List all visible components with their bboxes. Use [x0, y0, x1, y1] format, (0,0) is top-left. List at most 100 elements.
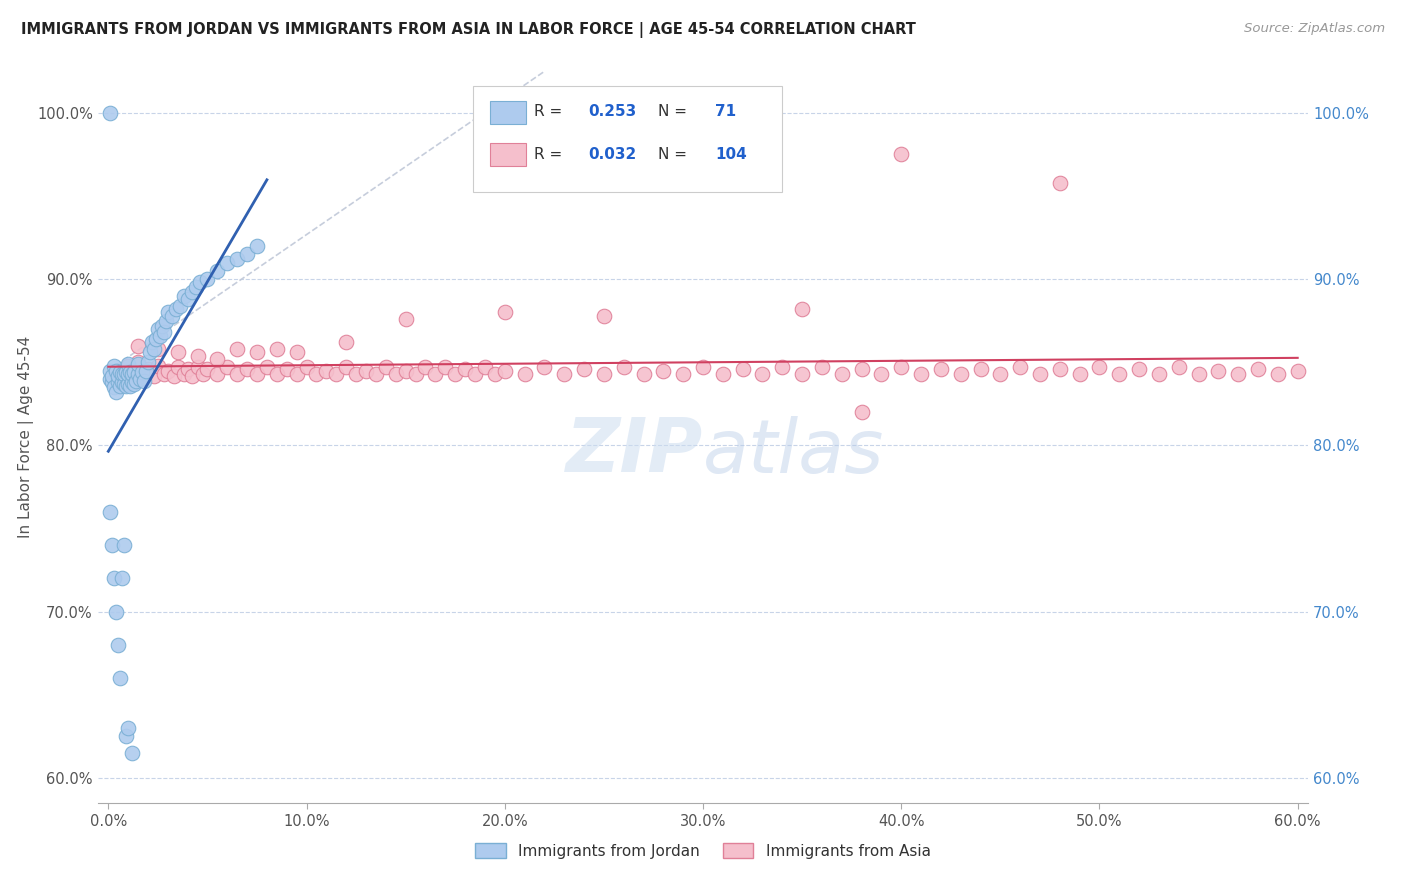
- Point: [117, 376, 139, 391]
- Point: [593, 309, 616, 323]
- Point: [1010, 360, 1032, 375]
- Point: [790, 367, 813, 381]
- Point: [120, 378, 142, 392]
- Point: [474, 360, 496, 375]
- Point: [135, 363, 157, 377]
- Point: [197, 272, 219, 286]
- Point: [1049, 176, 1071, 190]
- Point: [110, 671, 132, 685]
- Point: [127, 338, 149, 352]
- Point: [553, 367, 575, 381]
- Point: [395, 363, 418, 377]
- Point: [335, 360, 357, 375]
- Point: [217, 255, 239, 269]
- Point: [207, 264, 229, 278]
- Point: [117, 359, 139, 373]
- Point: [146, 359, 169, 373]
- Point: [139, 345, 162, 359]
- Point: [246, 239, 269, 253]
- Point: [105, 605, 128, 619]
- Point: [115, 378, 138, 392]
- Point: [117, 721, 139, 735]
- Point: [910, 367, 932, 381]
- Point: [169, 299, 191, 313]
- Point: [136, 362, 159, 376]
- Point: [335, 335, 357, 350]
- Point: [305, 367, 328, 381]
- Point: [121, 746, 143, 760]
- Text: 0.253: 0.253: [588, 104, 637, 120]
- Point: [112, 376, 135, 391]
- Point: [180, 368, 202, 383]
- Point: [315, 363, 337, 377]
- Text: Source: ZipAtlas.com: Source: ZipAtlas.com: [1244, 22, 1385, 36]
- Point: [129, 372, 152, 386]
- Text: N =: N =: [658, 104, 692, 120]
- Point: [186, 349, 208, 363]
- Point: [115, 729, 138, 743]
- Point: [890, 147, 912, 161]
- Text: 71: 71: [716, 104, 737, 120]
- Point: [101, 375, 124, 389]
- Point: [484, 367, 506, 381]
- Point: [98, 505, 121, 519]
- Point: [236, 362, 259, 376]
- Point: [395, 312, 418, 326]
- Point: [444, 367, 467, 381]
- Point: [572, 362, 595, 376]
- Point: [988, 367, 1011, 381]
- Point: [117, 357, 139, 371]
- Point: [176, 292, 198, 306]
- Point: [831, 367, 853, 381]
- Point: [165, 301, 187, 317]
- Point: [494, 363, 516, 377]
- Point: [121, 367, 143, 381]
- Point: [731, 362, 754, 376]
- Point: [354, 363, 377, 377]
- Point: [1029, 367, 1052, 381]
- Point: [751, 367, 773, 381]
- Point: [464, 367, 486, 381]
- Point: [166, 345, 188, 359]
- Point: [692, 360, 714, 375]
- Point: [207, 367, 229, 381]
- Point: [790, 301, 813, 317]
- Point: [226, 252, 249, 267]
- Point: [226, 342, 249, 356]
- Point: [1227, 367, 1250, 381]
- Point: [266, 342, 288, 356]
- Point: [145, 332, 167, 346]
- Point: [652, 363, 675, 377]
- Point: [180, 285, 202, 300]
- Point: [111, 571, 134, 585]
- Point: [166, 360, 188, 375]
- Point: [105, 363, 128, 377]
- Point: [226, 367, 249, 381]
- Point: [153, 367, 176, 381]
- Point: [1108, 367, 1130, 381]
- Point: [115, 365, 138, 379]
- Text: R =: R =: [534, 146, 567, 161]
- Point: [344, 367, 367, 381]
- Point: [454, 362, 477, 376]
- Point: [146, 342, 169, 356]
- Point: [266, 367, 288, 381]
- FancyBboxPatch shape: [491, 101, 526, 124]
- Point: [969, 362, 991, 376]
- Point: [186, 360, 208, 375]
- Point: [150, 318, 173, 333]
- Point: [513, 367, 536, 381]
- Point: [1049, 362, 1071, 376]
- Point: [132, 367, 155, 381]
- FancyBboxPatch shape: [491, 143, 526, 167]
- Point: [142, 368, 165, 383]
- Point: [101, 538, 124, 552]
- Point: [633, 367, 655, 381]
- Point: [1167, 360, 1189, 375]
- Point: [117, 367, 139, 381]
- Point: [1128, 362, 1150, 376]
- Point: [593, 367, 616, 381]
- FancyBboxPatch shape: [474, 86, 782, 192]
- Point: [127, 367, 149, 381]
- Point: [236, 247, 259, 261]
